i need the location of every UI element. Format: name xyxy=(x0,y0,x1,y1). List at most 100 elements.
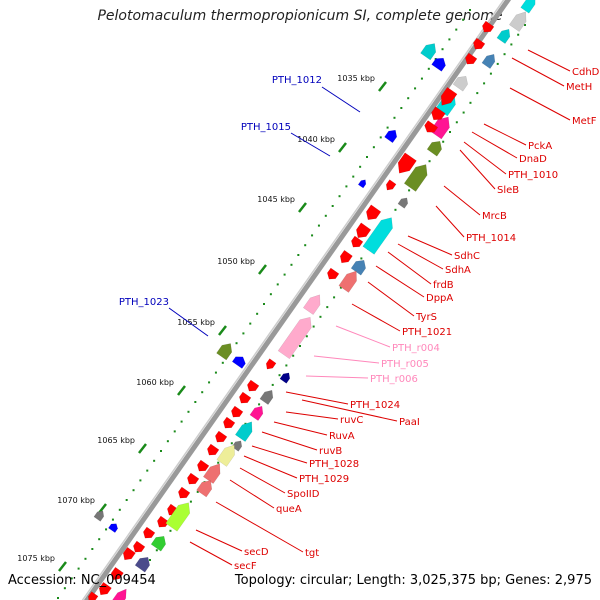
gene-feature-reverse[interactable] xyxy=(473,37,486,50)
gene-label-pcka[interactable]: PckA xyxy=(528,141,552,152)
gene-label-tyrs[interactable]: TyrS xyxy=(415,312,437,323)
gene-feature-forward[interactable] xyxy=(384,129,398,144)
gene-feature-forward[interactable] xyxy=(108,523,118,533)
gene-label-secd[interactable]: secD xyxy=(244,547,269,558)
gene-label-pth_1012[interactable]: PTH_1012 xyxy=(272,75,322,86)
gene-feature-reverse[interactable] xyxy=(143,526,156,539)
gene-feature-reverse[interactable] xyxy=(327,267,340,280)
gene-feature-forward[interactable] xyxy=(202,463,221,484)
gene-feature-forward[interactable] xyxy=(134,557,150,573)
gene-label-pth_1021[interactable]: PTH_1021 xyxy=(402,327,452,338)
gene-feature-reverse[interactable] xyxy=(133,540,146,553)
gene-feature-reverse[interactable] xyxy=(247,379,260,392)
gene-feature-forward[interactable] xyxy=(520,0,536,14)
gene-label-quea[interactable]: queA xyxy=(276,504,302,515)
gene-feature-reverse[interactable] xyxy=(187,472,200,485)
label-leader-line xyxy=(285,391,349,405)
gene-label-pth_1014[interactable]: PTH_1014 xyxy=(466,233,516,244)
gene-feature-reverse[interactable] xyxy=(231,405,244,418)
gene-label-pth_1028[interactable]: PTH_1028 xyxy=(309,459,359,470)
gene-feature-forward[interactable] xyxy=(397,197,409,209)
gene-feature-reverse[interactable] xyxy=(339,249,353,264)
gene-feature-reverse[interactable] xyxy=(239,391,252,404)
gene-feature-reverse[interactable] xyxy=(215,430,228,443)
gene-feature-forward[interactable] xyxy=(259,389,274,405)
gene-feature-forward[interactable] xyxy=(338,270,357,293)
gene-feature-reverse[interactable] xyxy=(440,86,458,106)
gene-feature-forward[interactable] xyxy=(302,294,321,315)
gene-feature-forward[interactable] xyxy=(508,11,527,32)
gene-feature-forward[interactable] xyxy=(249,405,264,421)
gene-label-ruvb[interactable]: ruvB xyxy=(319,446,342,457)
gene-label-pth_1029[interactable]: PTH_1029 xyxy=(299,474,349,485)
gene-feature-forward[interactable] xyxy=(481,53,496,69)
gene-feature-forward[interactable] xyxy=(362,217,393,255)
gene-feature-forward[interactable] xyxy=(420,43,437,61)
gene-feature-forward[interactable] xyxy=(403,164,428,192)
gene-label-ruvc[interactable]: ruvC xyxy=(340,415,363,426)
gene-label-mrcb[interactable]: MrcB xyxy=(482,211,507,222)
gene-label-frdb[interactable]: frdB xyxy=(433,280,454,291)
gene-feature-reverse[interactable] xyxy=(397,152,417,174)
gene-feature-reverse[interactable] xyxy=(385,179,397,191)
gene-label-dnad[interactable]: DnaD xyxy=(519,154,547,165)
gene-feature-forward[interactable] xyxy=(431,57,446,72)
gene-feature-reverse[interactable] xyxy=(223,416,236,429)
tick-dot-inner xyxy=(517,33,520,36)
gene-feature-reverse[interactable] xyxy=(424,120,439,133)
gene-feature-reverse[interactable] xyxy=(431,106,446,121)
gene-feature-forward[interactable] xyxy=(216,444,235,467)
gene-feature-reverse[interactable] xyxy=(265,358,277,370)
gene-label-pth_1024[interactable]: PTH_1024 xyxy=(350,400,400,411)
gene-label-dppa[interactable]: DppA xyxy=(426,293,453,304)
gene-feature-forward[interactable] xyxy=(231,440,243,452)
gene-feature-forward[interactable] xyxy=(216,343,233,361)
gene-feature-reverse[interactable] xyxy=(87,591,99,600)
gene-label-pth_r006[interactable]: PTH_r006 xyxy=(370,374,418,385)
gene-feature-reverse[interactable] xyxy=(178,486,191,499)
gene-feature-forward[interactable] xyxy=(231,356,246,369)
gene-feature-reverse[interactable] xyxy=(465,52,478,65)
gene-label-metf[interactable]: MetF xyxy=(572,116,597,127)
tick-dot-inner xyxy=(292,354,295,357)
gene-feature-reverse[interactable] xyxy=(122,546,136,561)
gene-feature-reverse[interactable] xyxy=(366,204,382,220)
gene-feature-forward[interactable] xyxy=(496,28,511,44)
gene-feature-reverse[interactable] xyxy=(207,443,220,456)
gene-label-paai[interactable]: PaaI xyxy=(399,417,420,428)
gene-feature-reverse[interactable] xyxy=(482,20,495,33)
gene-feature-forward[interactable] xyxy=(357,179,367,189)
gene-feature-forward[interactable] xyxy=(110,588,127,600)
gene-feature-forward[interactable] xyxy=(165,502,191,532)
gene-label-sleb[interactable]: SleB xyxy=(497,185,519,196)
gene-feature-forward[interactable] xyxy=(234,421,253,442)
tick-dot-outer xyxy=(324,214,327,217)
gene-label-tgt[interactable]: tgt xyxy=(305,548,319,559)
gene-feature-reverse[interactable] xyxy=(197,459,210,472)
gene-feature-forward[interactable] xyxy=(196,480,213,498)
gene-feature-forward[interactable] xyxy=(350,260,366,276)
gene-label-meth[interactable]: MetH xyxy=(566,82,592,93)
gene-feature-forward[interactable] xyxy=(429,116,450,140)
gene-label-sdhc[interactable]: SdhC xyxy=(454,251,480,262)
gene-label-pth_r005[interactable]: PTH_r005 xyxy=(381,359,429,370)
gene-label-spoiid[interactable]: SpoIID xyxy=(287,489,320,500)
gene-feature-forward[interactable] xyxy=(279,372,291,384)
gene-feature-reverse[interactable] xyxy=(110,566,124,581)
gene-feature-forward[interactable] xyxy=(150,536,166,552)
gene-feature-forward[interactable] xyxy=(426,141,442,157)
gene-label-pth_1015[interactable]: PTH_1015 xyxy=(241,122,291,133)
gene-feature-forward[interactable] xyxy=(452,76,468,92)
gene-feature-forward[interactable] xyxy=(93,510,105,522)
gene-feature-forward[interactable] xyxy=(277,316,312,360)
gene-label-cdhd[interactable]: CdhD xyxy=(572,67,600,78)
gene-label-secf[interactable]: secF xyxy=(234,561,257,572)
gene-label-pth_r004[interactable]: PTH_r004 xyxy=(392,343,440,354)
gene-label-ruva[interactable]: RuvA xyxy=(329,431,355,442)
gene-feature-reverse[interactable] xyxy=(98,581,112,596)
gene-label-sdha[interactable]: SdhA xyxy=(445,265,471,276)
gene-feature-reverse[interactable] xyxy=(356,222,372,238)
gene-label-pth_1023[interactable]: PTH_1023 xyxy=(119,297,169,308)
gene-feature-reverse[interactable] xyxy=(351,235,364,248)
gene-label-pth_1010[interactable]: PTH_1010 xyxy=(508,170,558,181)
